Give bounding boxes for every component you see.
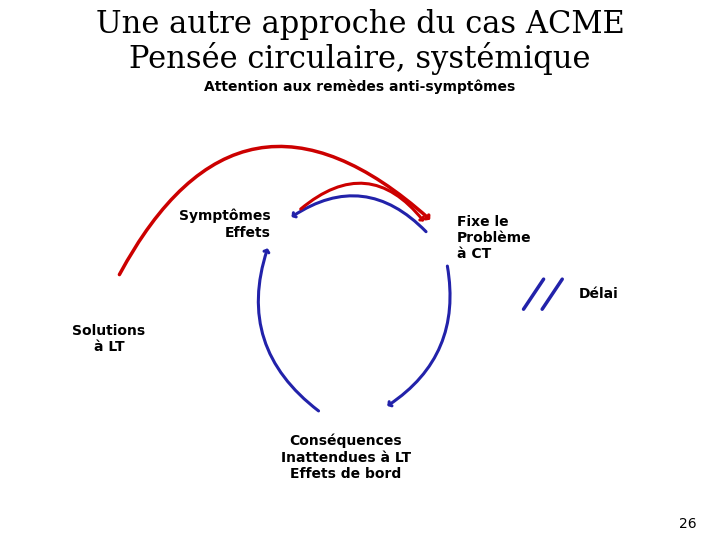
- Text: Fixe le
Problème
à CT: Fixe le Problème à CT: [456, 214, 531, 261]
- Text: Pensée circulaire, systémique: Pensée circulaire, systémique: [130, 42, 590, 75]
- Text: Conséquences
Inattendues à LT
Effets de bord: Conséquences Inattendues à LT Effets de …: [281, 434, 410, 481]
- Text: Une autre approche du cas ACME: Une autre approche du cas ACME: [96, 9, 624, 40]
- Text: 26: 26: [680, 517, 697, 531]
- Text: Attention aux remèdes anti-symptômes: Attention aux remèdes anti-symptômes: [204, 79, 516, 94]
- Text: Symptômes
Effets: Symptômes Effets: [179, 209, 270, 240]
- Text: Délai: Délai: [579, 287, 618, 301]
- Text: Solutions
à LT: Solutions à LT: [73, 323, 145, 354]
